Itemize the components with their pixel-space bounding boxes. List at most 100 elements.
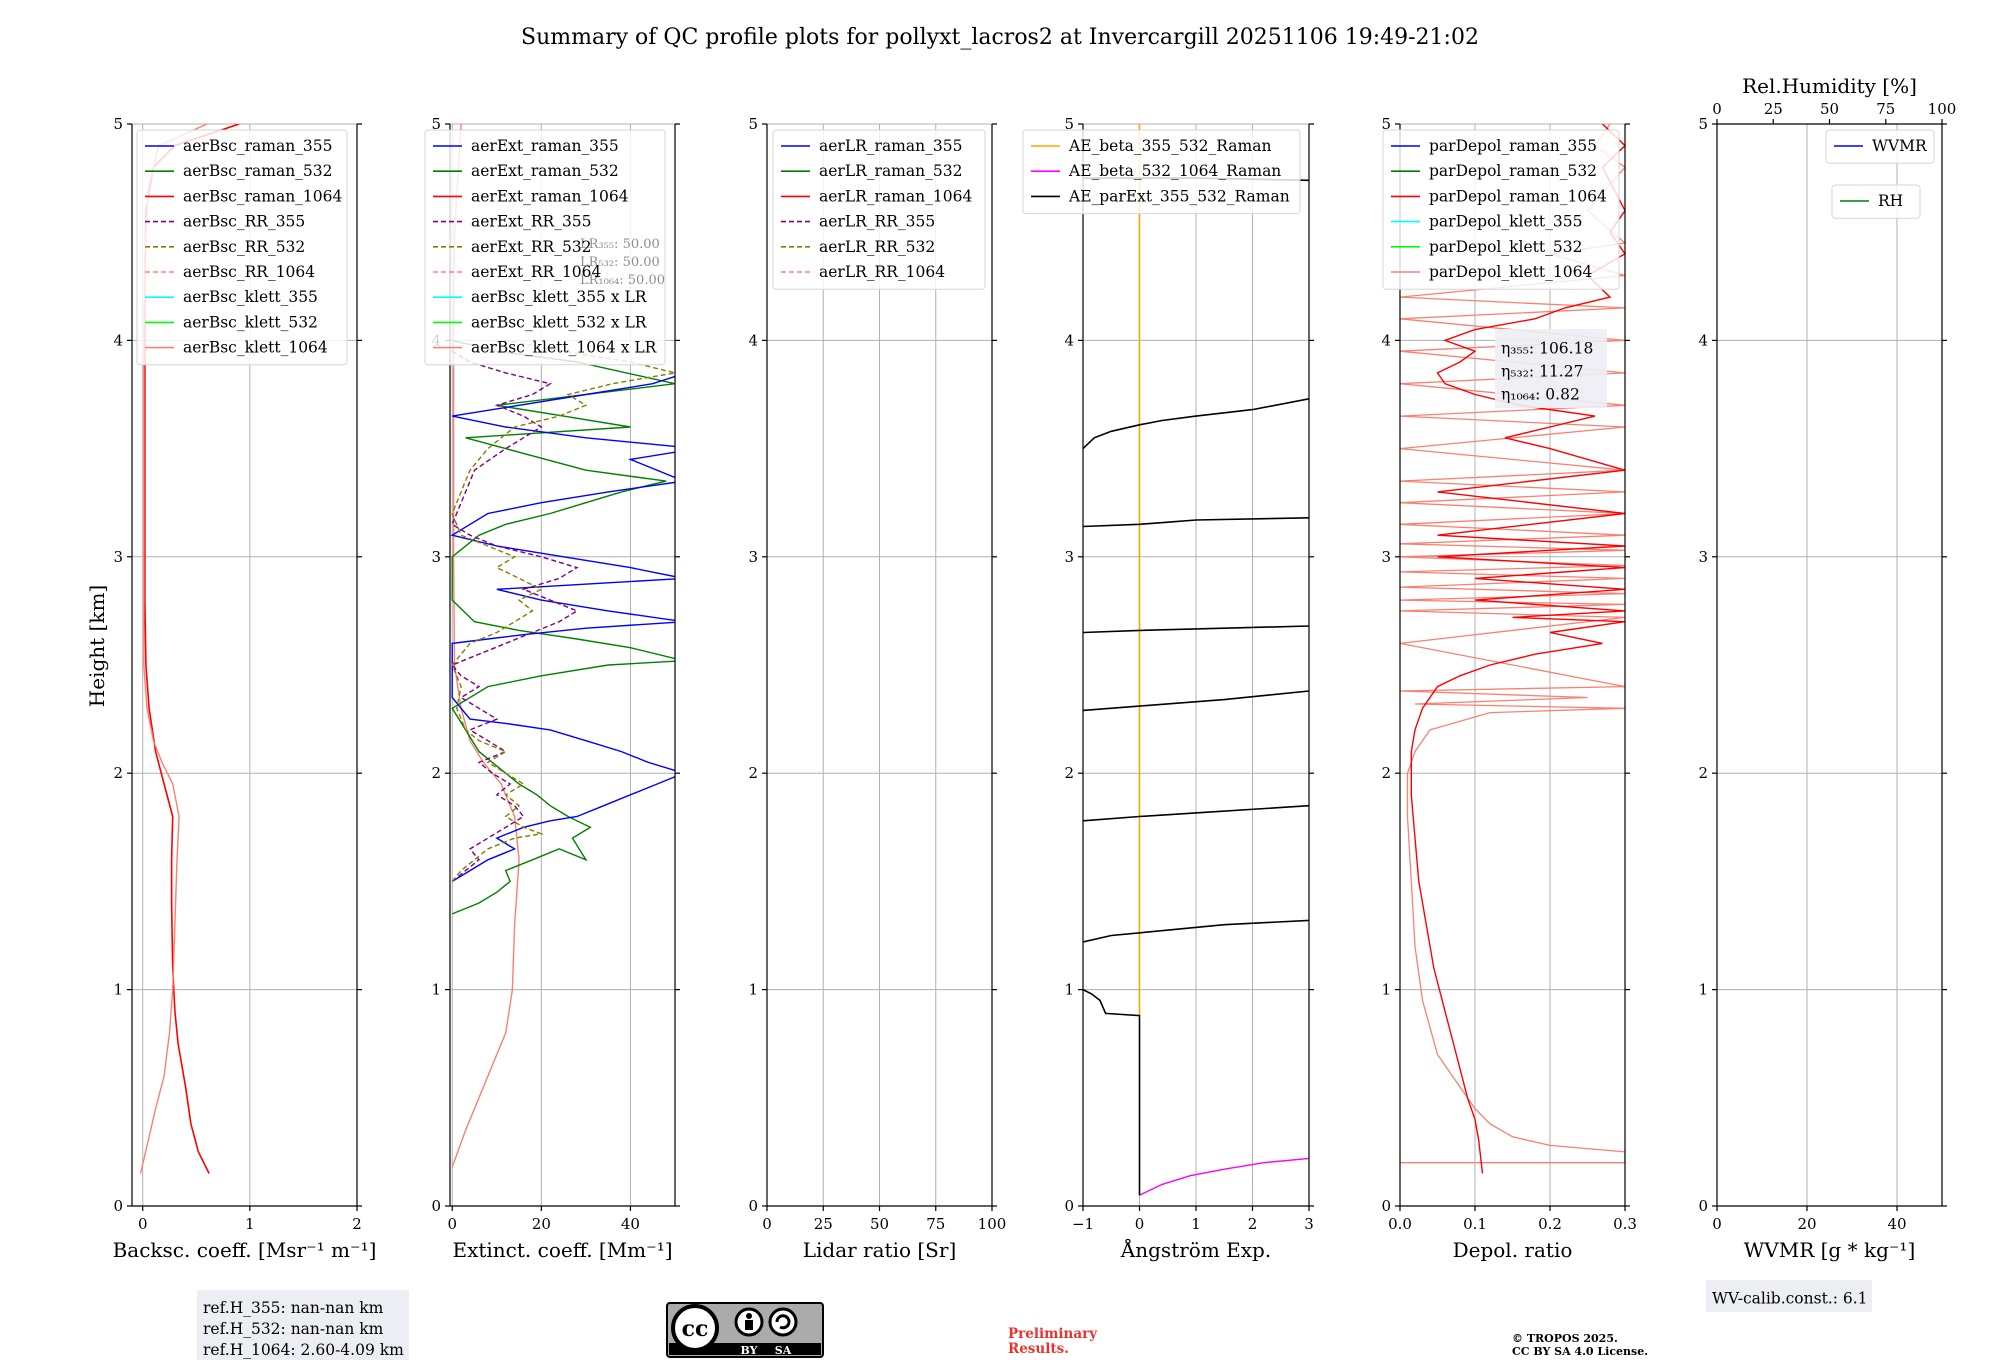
legend-label-ext-5: aerExt_RR_1064 <box>471 263 602 281</box>
xtick-label-ae-1: 0 <box>1135 1215 1145 1233</box>
lidar-ratio-line-2: LR₁₀₆₄: 50.00 <box>580 273 665 288</box>
cc-license-badge: cc BY SA <box>666 1302 824 1358</box>
xtick-label-lr-2: 50 <box>870 1215 889 1233</box>
legend-frame-ext <box>424 129 666 366</box>
top-tick-label-wv-2: 50 <box>1820 100 1839 118</box>
ytick-label-ext-2: 2 <box>431 764 441 782</box>
sa-share-arrow <box>775 1314 791 1330</box>
legend-depol: parDepol_raman_355 parDepol_raman_532 parD… <box>1382 129 1620 290</box>
xlabel-ext: Extinct. coeff. [Mm⁻¹] <box>452 1238 672 1262</box>
series-aerExt_raman_532 <box>451 339 675 915</box>
eta-box-line-1: η₅₃₂: 11.27 <box>1501 362 1583 380</box>
ytick-label-depol-3: 3 <box>1381 548 1391 566</box>
ytick-label-lr-3: 3 <box>748 548 758 566</box>
ytick-label-bsc-0: 0 <box>113 1197 123 1215</box>
xtick-label-ae-2: 1 <box>1191 1215 1201 1233</box>
legend-label-ext-8: aerBsc_klett_1064 x LR <box>471 339 658 357</box>
ytick-label-ae-4: 4 <box>1064 331 1074 349</box>
legend-label-bsc-6: aerBsc_klett_355 <box>183 288 318 306</box>
ytick-label-depol-5: 5 <box>1381 115 1391 133</box>
series-parDepol_klett_1064 <box>1400 124 1625 1164</box>
legend-label-bsc-4: aerBsc_RR_532 <box>183 238 305 256</box>
xtick-label-depol-0: 0.0 <box>1388 1215 1412 1233</box>
xlabel-wv: WVMR [g * kg⁻¹] <box>1744 1238 1916 1262</box>
lidar-ratio-box: LR₃₅₅: 50.00 LR₅₃₂: 50.00 LR₁₀₆₄: 50.00 <box>580 237 665 288</box>
xlabel-ae: Ångström Exp. <box>1120 1237 1271 1262</box>
top-tick-label-wv-0: 0 <box>1712 100 1722 118</box>
series-group-depol <box>1400 124 1625 1174</box>
xtick-label-depol-3: 0.3 <box>1613 1215 1637 1233</box>
legend-label-depol-5: parDepol_klett_1064 <box>1429 263 1592 281</box>
legend-label-bsc-3: aerBsc_RR_355 <box>183 213 305 231</box>
legend-label-depol-1: parDepol_raman_532 <box>1429 162 1597 180</box>
ytick-label-ext-0: 0 <box>431 1197 441 1215</box>
reference-height-box-line-0: ref.H_355: nan-nan km <box>203 1299 384 1317</box>
series-AE_parExt_355_532_Raman-seg5 <box>1083 517 1309 528</box>
wv-calib-box: WV-calib.const.: 6.1 <box>1706 1280 1872 1312</box>
xtick-label-ext-1: 20 <box>532 1215 551 1233</box>
legend-label-ae-1: AE_beta_532_1064_Raman <box>1068 162 1281 180</box>
xtick-label-lr-4: 100 <box>978 1215 1007 1233</box>
legend-frame-wv <box>1825 129 1935 164</box>
y-axis-label: Height [km] <box>85 585 109 707</box>
legend-label-ext-4: aerExt_RR_532 <box>471 238 592 256</box>
legend-ae: AE_beta_355_532_Raman AE_beta_532_1064_Ra… <box>1022 129 1301 215</box>
xtick-label-lr-3: 75 <box>926 1215 945 1233</box>
legend-label-lr-1: aerLR_raman_532 <box>819 162 962 180</box>
legend-frame-wv-2 <box>1831 184 1921 219</box>
legend-label-bsc-7: aerBsc_klett_532 <box>183 313 318 331</box>
copyright-line-1: © TROPOS 2025. <box>1512 1332 1618 1345</box>
series-group-ext <box>450 124 675 1168</box>
ytick-label-depol-4: 4 <box>1381 331 1391 349</box>
ytick-label-bsc-1: 1 <box>113 981 123 999</box>
series-AE_parExt_355_532_Raman-seg2 <box>1083 804 1309 822</box>
reference-height-box: ref.H_355: nan-nan km ref.H_532: nan-nan … <box>197 1290 409 1360</box>
top-tick-label-wv-1: 25 <box>1764 100 1783 118</box>
legend-label-depol-4: parDepol_klett_532 <box>1429 238 1582 256</box>
figure-title: Summary of QC profile plots for pollyxt_… <box>521 25 1479 50</box>
panel-ext: 01234502040Extinct. coeff. [Mm⁻¹]aerExt_… <box>424 115 680 1262</box>
legend-frame-depol <box>1382 129 1620 290</box>
lidar-ratio-line-1: LR₅₃₂: 50.00 <box>580 255 660 270</box>
ytick-label-wv-2: 2 <box>1698 764 1708 782</box>
legend-label-depol-0: parDepol_raman_355 <box>1429 137 1597 155</box>
xtick-label-wv-0: 0 <box>1712 1215 1722 1233</box>
legend-label-lr-0: aerLR_raman_355 <box>819 137 962 155</box>
series-AE_parExt_355_532_Raman-seg6 <box>1083 398 1309 450</box>
ytick-label-wv-0: 0 <box>1698 1197 1708 1215</box>
legend-lr: aerLR_raman_355 aerLR_raman_532 aerLR_rama… <box>772 129 986 290</box>
panel-bsc: 0 1 2 3 4 5 0 1 2 Backsc. coeff. [Msr⁻¹ m⁻¹] aerBs… <box>113 115 409 1360</box>
ytick-label-bsc-5: 5 <box>113 115 123 133</box>
legend-label-lr-5: aerLR_RR_1064 <box>819 263 945 281</box>
cc-by-text: BY <box>741 1344 758 1357</box>
series-AE_parExt_355_532_Raman-seg4 <box>1083 625 1309 634</box>
legend-label-depol-2: parDepol_raman_1064 <box>1429 187 1607 205</box>
panel-depol: 0 1 2 3 4 5 0.0 0.1 0.2 0.3 Depol. ratio parDepol_r… <box>1381 115 1636 1262</box>
ytick-label-lr-5: 5 <box>748 115 758 133</box>
top-tick-label-wv-4: 100 <box>1928 100 1957 118</box>
legend-wv-2: RH <box>1831 184 1921 219</box>
ytick-label-ae-3: 3 <box>1064 548 1074 566</box>
ytick-label-depol-2: 2 <box>1381 764 1391 782</box>
cc-icon-glyph: cc <box>682 1316 709 1342</box>
xtick-label-lr-0: 0 <box>762 1215 772 1233</box>
xtick-label-wv-2: 40 <box>1887 1215 1906 1233</box>
ytick-label-ext-5: 5 <box>431 115 441 133</box>
xtick-label-lr-1: 25 <box>814 1215 833 1233</box>
xtick-label-wv-1: 20 <box>1797 1215 1816 1233</box>
preliminary-line-1: Preliminary <box>1008 1326 1098 1342</box>
legend-label-ae-0: AE_beta_355_532_Raman <box>1068 137 1271 155</box>
ytick-label-ext-3: 3 <box>431 548 441 566</box>
eta-box-line-2: η₁₀₆₄: 0.82 <box>1501 385 1580 403</box>
ytick-label-ae-1: 1 <box>1064 981 1074 999</box>
legend-label-ext-2: aerExt_raman_1064 <box>471 187 629 205</box>
legend-label-wv-0: WVMR <box>1872 137 1928 155</box>
reference-height-box-line-1: ref.H_532: nan-nan km <box>203 1320 384 1338</box>
xtick-label-ext-0: 0 <box>447 1215 457 1233</box>
ytick-label-lr-0: 0 <box>748 1197 758 1215</box>
legend-label-lr-3: aerLR_RR_355 <box>819 213 935 231</box>
ytick-label-bsc-4: 4 <box>113 331 123 349</box>
